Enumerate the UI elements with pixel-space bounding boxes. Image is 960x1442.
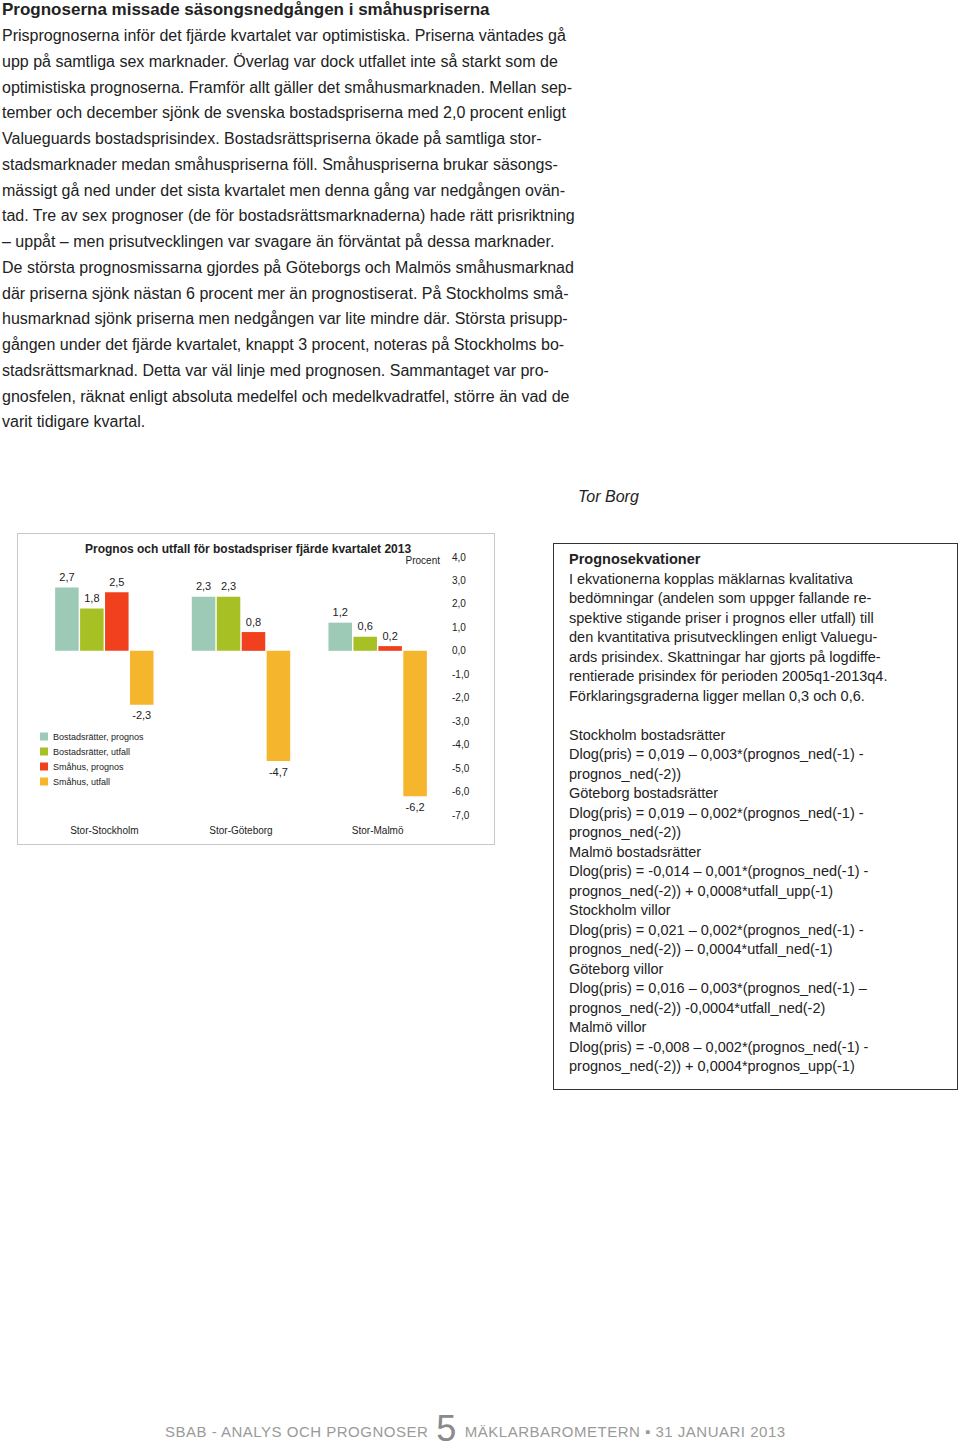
html-text:Prognoserna missade säsongsned: Prognoserna missade säsongsnedgången i s… <box>2 0 490 19</box>
html-text:stadsmarknader medan småhuspri: stadsmarknader medan småhuspriserna föll… <box>2 155 558 173</box>
html-text:Dlog(pris) = 0,019 – 0,002*(pr: Dlog(pris) = 0,019 – 0,002*(prognos_ned(… <box>569 804 864 821</box>
svg-text:2,3: 2,3 <box>221 580 236 592</box>
svg-text:-2,0: -2,0 <box>452 692 470 703</box>
html-text:Göteborg villor: Göteborg villor <box>569 960 664 977</box>
svg-text:-4,0: -4,0 <box>452 739 470 750</box>
svg-text:4,0: 4,0 <box>452 552 466 563</box>
html-text:prognos_ned(-2)) + 0,0008*utfa: prognos_ned(-2)) + 0,0008*utfall_upp(-1) <box>569 882 833 899</box>
html-text:optimistiska prognoserna. Fram: optimistiska prognoserna. Framför allt g… <box>2 78 572 96</box>
html-text:ards prisindex. Skattningar ha: ards prisindex. Skattningar har gjorts p… <box>569 648 881 665</box>
html-text:bedömningar (andelen som uppge: bedömningar (andelen som uppger fallande… <box>569 590 872 606</box>
html-text:Stockholm villor: Stockholm villor <box>569 902 671 918</box>
html-text:prognos_ned(-2)): prognos_ned(-2)) <box>569 824 681 840</box>
html-text:prognos_ned(-2)) – 0,0004*utfa: prognos_ned(-2)) – 0,0004*utfall_ned(-1) <box>569 941 833 957</box>
svg-text:-3,0: -3,0 <box>452 716 470 727</box>
svg-text:0,2: 0,2 <box>382 630 397 642</box>
html-text:tad. Tre av sex prognoser (de: tad. Tre av sex prognoser (de för bostad… <box>2 207 575 225</box>
svg-text:-2,3: -2,3 <box>132 709 151 721</box>
svg-text:1,2: 1,2 <box>333 606 348 618</box>
svg-text:-7,0: -7,0 <box>452 810 470 821</box>
svg-text:Stor-Malmö: Stor-Malmö <box>352 825 404 836</box>
html-text:Dlog(pris) = -0,008 – 0,002*(p: Dlog(pris) = -0,008 – 0,002*(prognos_ned… <box>569 1038 869 1055</box>
html-text:Prognosekvationer: Prognosekvationer <box>569 551 701 567</box>
html-text:husmarknad sjönk priserna men: husmarknad sjönk priserna men nedgången … <box>2 310 568 328</box>
svg-text:0,0: 0,0 <box>452 645 466 656</box>
html-text:den kvantitativa prisutvecklin: den kvantitativa prisutvecklingen enligt… <box>569 629 878 645</box>
html-text:MÄKLARBAROMETERN ▪ 31 JANUARI: MÄKLARBAROMETERN ▪ 31 JANUARI 2013 <box>464 1423 786 1440</box>
html-text:Förklaringsgraderna ligger mel: Förklaringsgraderna ligger mellan 0,3 oc… <box>569 687 865 704</box>
html-text:prognos_ned(-2)) + 0,0004*prog: prognos_ned(-2)) + 0,0004*prognos_upp(-1… <box>569 1058 855 1074</box>
html-text:prognos_ned(-2)): prognos_ned(-2)) <box>569 765 681 782</box>
svg-text:Procent: Procent <box>406 555 441 566</box>
svg-text:-5,0: -5,0 <box>452 763 470 774</box>
svg-text:Stor-Göteborg: Stor-Göteborg <box>209 825 272 836</box>
svg-text:Stor-Stockholm: Stor-Stockholm <box>70 825 138 836</box>
html-text:Dlog(pris) = 0,019 – 0,003*(pr: Dlog(pris) = 0,019 – 0,003*(prognos_ned(… <box>569 746 864 762</box>
svg-text:1,8: 1,8 <box>84 592 99 604</box>
html-text:Göteborg bostadsrätter: Göteborg bostadsrätter <box>569 785 719 801</box>
svg-text:-1,0: -1,0 <box>452 669 470 680</box>
html-text:tember och december sjönk de s: tember och december sjönk de svenska bos… <box>2 104 566 122</box>
svg-text:2,7: 2,7 <box>59 571 74 583</box>
html-text:varit tidigare kvartal.: varit tidigare kvartal. <box>2 413 146 431</box>
html-text:SBAB - ANALYS OCH PROGNOSER: SBAB - ANALYS OCH PROGNOSER <box>165 1423 429 1440</box>
svg-text:2,3: 2,3 <box>196 580 211 592</box>
html-text:Dlog(pris) = 0,021 – 0,002*(pr: Dlog(pris) = 0,021 – 0,002*(prognos_ned(… <box>569 921 864 938</box>
html-text:gnosfelen, räknat enligt absol: gnosfelen, räknat enligt absoluta medelf… <box>2 387 570 405</box>
html-text:– uppåt – men prisutvecklingen: – uppåt – men prisutvecklingen var svaga… <box>2 233 555 250</box>
html-text:I ekvationerna kopplas mäklarn: I ekvationerna kopplas mäklarnas kvalita… <box>569 570 853 587</box>
html-text:rentierade prisindex för perio: rentierade prisindex för perioden 2005q1… <box>569 668 888 684</box>
html-text:De största prognosmissarna gjo: De största prognosmissarna gjordes på Gö… <box>2 258 574 276</box>
html-text:Dlog(pris) = -0,014 – 0,001*(p: Dlog(pris) = -0,014 – 0,001*(prognos_ned… <box>569 863 869 879</box>
svg-text:Bostadsrätter, utfall: Bostadsrätter, utfall <box>53 747 130 757</box>
svg-text:2,0: 2,0 <box>452 598 466 609</box>
svg-text:Småhus, utfall: Småhus, utfall <box>53 777 110 787</box>
svg-text:-4,7: -4,7 <box>269 766 288 778</box>
html-text:Malmö villor: Malmö villor <box>569 1019 647 1035</box>
html-text:upp på samtliga sex marknader.: upp på samtliga sex marknader. Överlag v… <box>2 52 558 70</box>
svg-text:2,5: 2,5 <box>109 576 124 588</box>
svg-text:1,0: 1,0 <box>452 622 466 633</box>
html-text:prognos_ned(-2)) -0,0004*utfal: prognos_ned(-2)) -0,0004*utfall_ned(-2) <box>569 999 826 1016</box>
html-text:där priserna sjönk nästan 6 pr: där priserna sjönk nästan 6 procent mer … <box>2 284 569 302</box>
html-text:Valueguards bostadsprisindex.: Valueguards bostadsprisindex. Bostadsrät… <box>2 130 542 147</box>
html-text:Dlog(pris) = 0,016 – 0,003*(pr: Dlog(pris) = 0,016 – 0,003*(prognos_ned(… <box>569 980 867 996</box>
svg-text:Prognos och utfall för bostads: Prognos och utfall för bostadspriser fjä… <box>85 542 411 556</box>
svg-text:-6,2: -6,2 <box>406 801 425 813</box>
svg-text:Småhus, prognos: Småhus, prognos <box>53 762 124 772</box>
html-text:Prisprognoserna inför det fjär: Prisprognoserna inför det fjärde kvartal… <box>2 27 566 44</box>
html-text:spektive stigande priser i pro: spektive stigande priser i prognos eller… <box>569 609 874 626</box>
html-text:Tor Borg: Tor Borg <box>578 488 639 505</box>
svg-text:-6,0: -6,0 <box>452 786 470 797</box>
svg-text:0,6: 0,6 <box>358 620 373 632</box>
html-text:gången under det fjärde kvarta: gången under det fjärde kvartalet, knapp… <box>2 336 565 353</box>
svg-text:3,0: 3,0 <box>452 575 466 586</box>
html-text:Malmö bostadsrätter: Malmö bostadsrätter <box>569 843 702 860</box>
svg-text:Bostadsrätter, prognos: Bostadsrätter, prognos <box>53 732 144 742</box>
svg-text:0,8: 0,8 <box>246 616 261 628</box>
html-text:Stockholm bostadsrätter: Stockholm bostadsrätter <box>569 726 726 743</box>
html-text:stadsrättsmarknad. Detta var v: stadsrättsmarknad. Detta var väl linje m… <box>2 361 549 379</box>
html-text:mässigt gå ned under det sista: mässigt gå ned under det sista kvartalet… <box>2 181 565 199</box>
